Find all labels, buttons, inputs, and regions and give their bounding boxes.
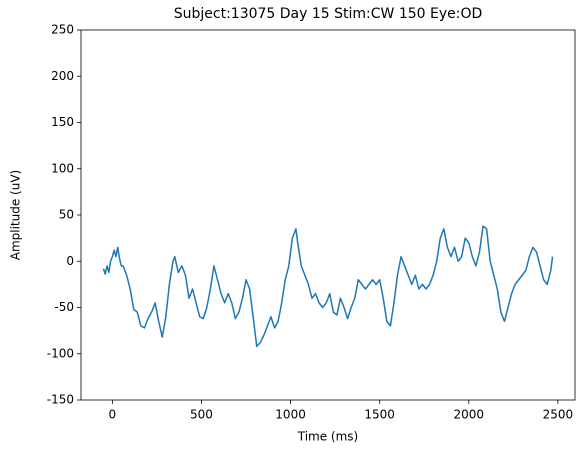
x-tick-label: 1500: [364, 408, 395, 422]
x-tick-label: 1000: [275, 408, 306, 422]
chart-title: Subject:13075 Day 15 Stim:CW 150 Eye:OD: [174, 6, 483, 22]
data-line: [102, 225, 554, 348]
plot-frame: [80, 29, 576, 401]
x-tick-label: 0: [109, 408, 117, 422]
x-tick-label: 2000: [454, 408, 485, 422]
y-tick-label: -100: [47, 346, 74, 360]
y-tick-label: 50: [59, 208, 74, 222]
y-tick-label: 250: [51, 23, 74, 37]
y-axis-label: Amplitude (uV): [9, 170, 23, 261]
x-tick-label: 2500: [543, 408, 574, 422]
y-tick-label: -150: [47, 393, 74, 407]
y-tick-label: -50: [54, 300, 74, 314]
y-tick-label: 150: [51, 115, 74, 129]
y-tick-label: 200: [51, 69, 74, 83]
x-axis-label: Time (ms): [297, 430, 359, 444]
x-tick-label: 500: [190, 408, 213, 422]
y-tick-label: 100: [51, 161, 74, 175]
y-tick-label: 0: [66, 254, 74, 268]
